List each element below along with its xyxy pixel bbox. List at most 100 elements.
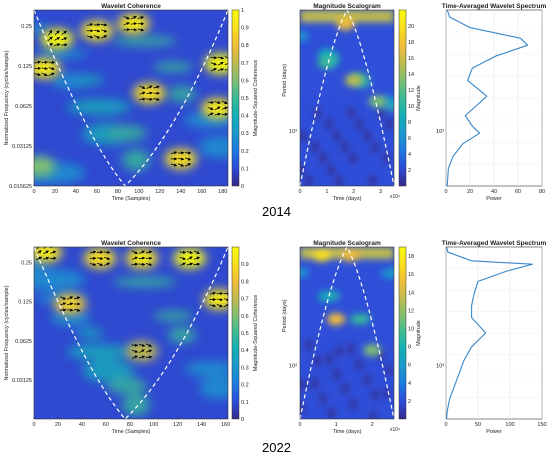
coherence-frame	[33, 9, 229, 187]
x-tick-label: 60	[515, 189, 521, 195]
scalogram-plot	[300, 10, 394, 186]
phase-arrow	[138, 250, 145, 254]
cone-of-influence	[34, 247, 228, 419]
speckle	[386, 118, 392, 131]
y-tick-label: 0.125	[18, 64, 32, 70]
coherence-band	[67, 344, 131, 360]
phase-arrow	[137, 28, 145, 32]
phase-arrow	[209, 291, 217, 295]
colorbar-tick-label: 0.8	[241, 43, 249, 49]
colorbar-tick-label: 14	[408, 72, 414, 78]
speckle	[327, 341, 333, 354]
texture	[381, 268, 394, 279]
coherence-arrows	[36, 247, 228, 359]
scalogram-blobs	[300, 10, 394, 108]
phase-arrow	[193, 256, 200, 260]
speckle	[355, 369, 361, 382]
phase-arrow	[123, 28, 131, 32]
coherence-band	[168, 327, 196, 343]
y-tick-label: 10³	[436, 129, 444, 135]
y-tick-label: 10³	[289, 129, 297, 135]
colorbar-tick-label: 14	[408, 290, 414, 296]
phase-arrow	[184, 163, 192, 167]
speckle	[372, 388, 378, 401]
phase-arrow	[179, 256, 186, 260]
cone-of-influence	[300, 10, 394, 186]
phase-arrow	[145, 250, 153, 254]
x-tick-label: 20	[52, 189, 58, 195]
phase-arrow	[139, 91, 146, 95]
x-tick-label: 180	[218, 189, 227, 195]
phase-arrow	[61, 43, 68, 47]
y-tick-label: 0.0625	[15, 339, 32, 345]
phase-arrow	[186, 256, 193, 261]
x-tick-label: 100	[134, 189, 143, 195]
phase-arrow	[48, 72, 55, 76]
colorbar-tick-label: 0.2	[241, 149, 249, 155]
coherence-band	[107, 125, 147, 141]
speckle	[342, 383, 348, 395]
phase-arrow	[67, 296, 74, 300]
colorbar-tick-label: 0.1	[241, 400, 249, 406]
colorbar-tick-label: 8	[408, 120, 411, 126]
speckle	[343, 124, 349, 137]
scalogram-colorbar	[398, 9, 407, 187]
y-tick-label: 10³	[289, 363, 297, 369]
phase-arrow	[179, 250, 187, 254]
scalogram-frame	[299, 246, 395, 420]
phase-arrow	[210, 68, 217, 72]
phase-arrow	[221, 100, 228, 104]
phase-arrow	[61, 37, 68, 41]
spectrum-title: Time-Averaged Wavelet Spectrum	[442, 240, 547, 247]
speckle	[313, 124, 319, 136]
colorbar-tick-label: 0.2	[241, 383, 249, 389]
speckle	[343, 371, 349, 384]
x-tick-label: 100	[505, 422, 514, 428]
speckle	[300, 163, 304, 176]
phase-arrow	[54, 37, 61, 41]
speckle	[363, 384, 369, 397]
speckle	[312, 377, 318, 390]
phase-arrow	[94, 35, 101, 39]
x-tick-label: 0	[444, 189, 447, 195]
phase-arrow	[207, 106, 214, 110]
speckle	[377, 360, 383, 373]
phase-arrow	[34, 60, 41, 64]
phase-arrow	[93, 23, 101, 27]
speckle	[319, 168, 325, 181]
colorbar-tick-label: 6	[408, 136, 411, 142]
phase-arrow	[36, 256, 43, 260]
coherence-band	[76, 75, 104, 85]
phase-arrow	[49, 256, 57, 260]
speckle	[370, 174, 376, 186]
coherence-plot	[34, 247, 228, 419]
phase-arrow	[131, 250, 138, 254]
phase-arrow	[137, 16, 145, 20]
speckle	[320, 152, 326, 165]
phase-arrow	[193, 262, 201, 266]
x-tick-label: 20	[55, 422, 61, 428]
x-tick-label: 100	[149, 422, 158, 428]
phase-arrow	[184, 151, 192, 155]
phase-arrow	[184, 157, 192, 161]
phase-arrow	[210, 56, 218, 60]
scalogram-title: Magnitude Scalogram	[313, 240, 381, 247]
x-tick-label: 150	[537, 422, 546, 428]
colorbar-tick-label: 1	[241, 8, 244, 14]
speckle	[305, 112, 311, 125]
x-tick-label: 40	[491, 189, 497, 195]
x-exponent: x10⁴	[390, 194, 400, 200]
x-tick-label: 3	[379, 189, 382, 195]
speckle	[321, 135, 327, 148]
phase-arrow	[153, 85, 160, 89]
coherence-band	[82, 360, 134, 382]
phase-arrow	[177, 151, 185, 155]
scalogram-colorbar	[398, 246, 407, 420]
phase-arrow	[207, 100, 215, 104]
phase-arrow	[145, 349, 153, 353]
coherence-band	[122, 149, 150, 171]
phase-arrow	[66, 308, 74, 312]
speckle	[363, 146, 369, 159]
scalogram-blob	[341, 249, 360, 262]
